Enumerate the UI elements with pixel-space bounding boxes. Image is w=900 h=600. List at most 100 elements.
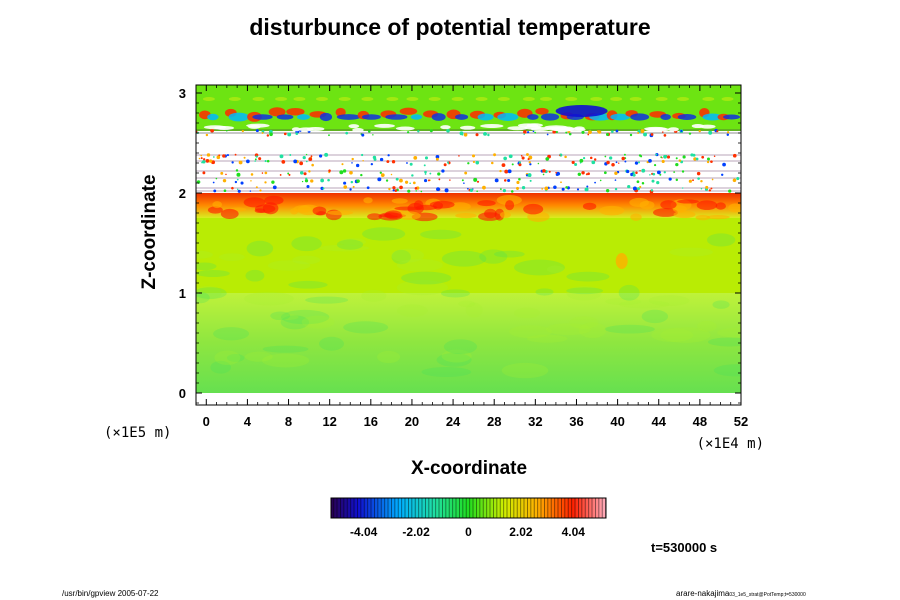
lower-texture <box>493 250 525 258</box>
speckle <box>235 169 239 172</box>
speckle <box>518 177 521 181</box>
x-tick-label: 36 <box>569 414 583 429</box>
upper-texture <box>655 97 668 101</box>
speckle <box>545 157 550 161</box>
speckle <box>409 182 411 185</box>
speckle <box>586 185 589 188</box>
speckle <box>700 180 703 183</box>
speckle <box>641 168 646 173</box>
speckle <box>611 162 615 167</box>
speckle <box>438 178 441 181</box>
speckle <box>641 182 645 185</box>
lower-texture <box>343 321 389 334</box>
speckle <box>710 187 713 190</box>
speckle <box>548 170 551 173</box>
speckle <box>437 172 441 176</box>
speckle <box>696 171 701 176</box>
speckle <box>395 177 399 181</box>
speckle <box>216 155 221 160</box>
cold-anomaly <box>555 105 608 117</box>
speckle <box>576 188 580 191</box>
speckle <box>700 188 703 190</box>
lower-texture <box>458 300 476 308</box>
speckle <box>698 130 701 133</box>
upper-texture <box>629 97 642 101</box>
upper-texture <box>699 124 716 129</box>
speckle <box>561 187 565 191</box>
speckle <box>661 159 665 164</box>
warm-anomaly <box>312 206 327 216</box>
speckle <box>518 161 521 164</box>
speckle <box>508 154 513 159</box>
speckle <box>603 171 607 175</box>
x-tick-label: 24 <box>446 414 461 429</box>
speckle <box>614 171 618 175</box>
speckle <box>387 154 390 157</box>
speckle <box>322 187 325 190</box>
speckle <box>579 158 584 163</box>
speckle <box>728 189 732 193</box>
speckle <box>716 130 719 133</box>
cold-anomaly <box>276 114 294 120</box>
upper-texture <box>252 97 265 101</box>
speckle <box>342 169 347 173</box>
speckle <box>555 173 559 177</box>
speckle <box>446 128 450 133</box>
lower-texture <box>566 287 604 295</box>
speckle <box>423 164 426 167</box>
cold-anomaly <box>410 114 423 120</box>
speckle <box>615 161 618 164</box>
warm-anomaly <box>477 200 496 207</box>
lower-texture <box>361 289 387 302</box>
speckle <box>653 163 657 167</box>
warm-anomaly <box>615 253 628 269</box>
lower-texture <box>246 240 274 257</box>
speckle <box>231 186 234 190</box>
speckle <box>646 160 649 164</box>
speckle <box>206 153 211 157</box>
speckle <box>611 130 614 133</box>
warm-anomaly <box>220 208 239 219</box>
speckle <box>503 156 507 161</box>
x-tick-label: 0 <box>203 414 210 429</box>
x-axis-title: X-coordinate <box>410 458 528 479</box>
speckle <box>599 179 602 182</box>
speckle <box>473 177 478 182</box>
speckle <box>236 172 241 177</box>
lower-texture <box>566 271 610 282</box>
speckle <box>215 177 218 180</box>
lower-texture <box>362 227 406 241</box>
field-region <box>196 218 741 293</box>
x-tick-label: 20 <box>405 414 419 429</box>
speckle <box>511 163 514 166</box>
upper-texture <box>507 126 528 131</box>
speckle <box>532 130 535 133</box>
speckle <box>327 178 330 182</box>
speckle <box>560 181 562 184</box>
warm-anomaly <box>496 195 522 206</box>
cold-anomaly <box>319 112 333 122</box>
upper-texture <box>451 97 464 101</box>
lower-texture <box>261 353 310 368</box>
speckle <box>339 170 344 175</box>
upper-texture <box>676 97 689 101</box>
footer-left: /usr/bin/gpview 2005-07-22 <box>62 589 159 598</box>
speckle <box>225 129 228 132</box>
warm-anomaly <box>582 202 597 210</box>
speckle <box>304 179 309 183</box>
speckle <box>380 173 385 177</box>
speckle <box>362 160 364 162</box>
speckle <box>483 131 487 136</box>
speckle <box>414 187 418 190</box>
speckle <box>651 179 655 183</box>
speckle <box>643 132 647 137</box>
speckle <box>632 173 636 177</box>
speckle <box>650 189 654 192</box>
speckle <box>675 162 679 167</box>
warm-anomaly <box>673 210 696 219</box>
speckle <box>678 159 682 162</box>
warm-anomaly <box>397 211 421 220</box>
speckle <box>623 153 626 156</box>
speckle <box>587 133 590 136</box>
speckle <box>722 162 726 167</box>
